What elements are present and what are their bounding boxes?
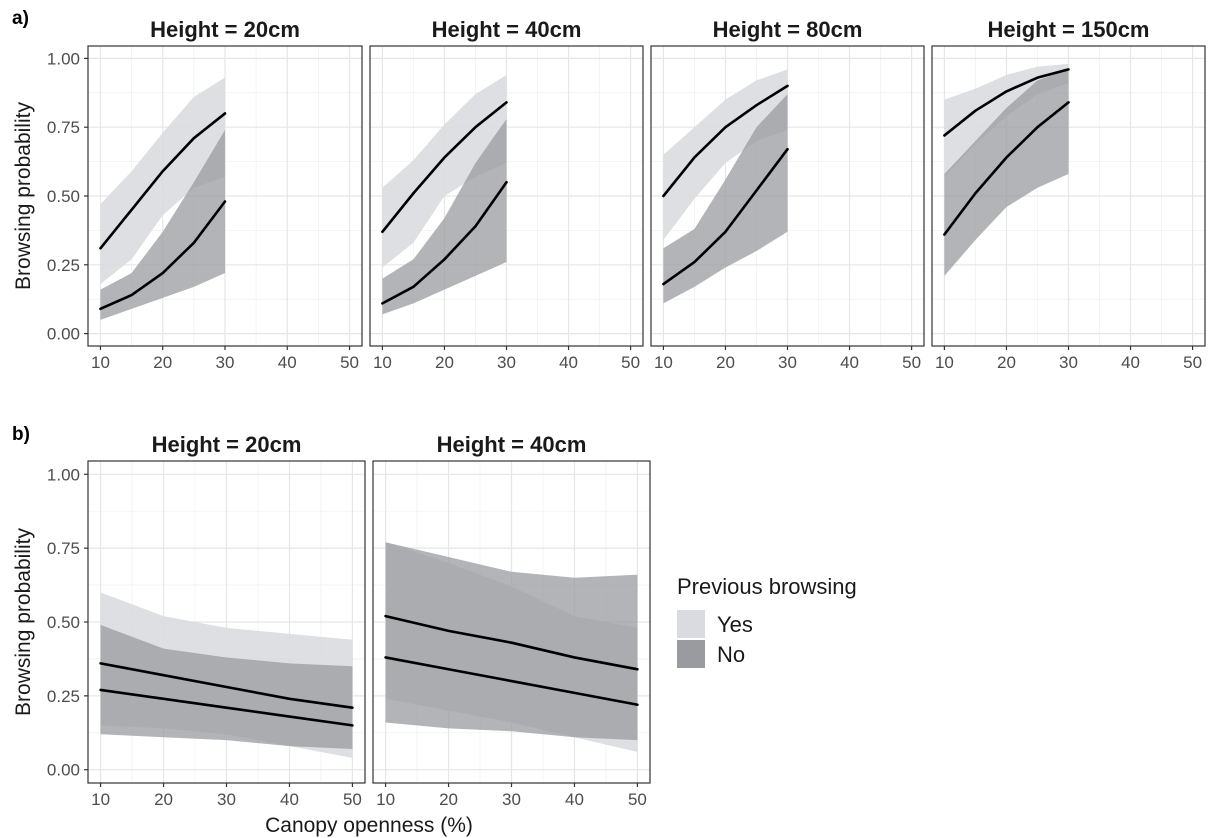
x-tick-label: 40 [280,790,299,809]
strip-title: Height = 40cm [437,432,587,457]
ribbon-yes [382,74,507,268]
panel-a-1: Height = 20cm 10 20 30 40 50 0.00 0.25 0.50 0.75 1… [47,17,363,372]
fit-line-no [662,147,789,286]
x-tick-label: 30 [1059,353,1078,372]
fit-line-no [384,614,639,671]
fit-line-no [943,101,1070,236]
x-axis-title: Canopy openness (%) [265,814,473,837]
x-tick-label: 30 [216,353,235,372]
x-tick-label: 50 [621,353,640,372]
legend: Previous browsing Yes No [677,574,857,668]
x-tick-label: 40 [278,353,297,372]
ribbon-no [382,118,507,315]
y-tick-label: 0.75 [47,118,80,137]
legend-key-no [677,640,705,668]
y-tick-label: 0.25 [47,256,80,275]
strip-title: Height = 40cm [432,17,582,42]
legend-key-yes [677,610,705,638]
facet-panels: Height = 20cm 10 20 30 40 50 0.00 0.25 0.50 0.75 1… [47,17,1206,809]
fit-line-yes [381,101,508,234]
x-tick-label: 40 [565,790,584,809]
ribbon-no [663,94,788,304]
y-tick-label: 0.00 [47,325,80,344]
y-axis-title: Browsing probability [12,528,35,716]
legend-label: No [717,642,745,667]
x-tick-label: 20 [716,353,735,372]
x-tick-label: 50 [340,353,359,372]
ribbon-yes [100,77,225,285]
fit-line-yes [99,112,227,250]
x-tick-label: 40 [559,353,578,372]
fit-line-no [99,200,227,311]
x-tick-label: 30 [778,353,797,372]
x-tick-label: 20 [154,790,173,809]
fit-line-no [99,662,354,709]
x-tick-label: 30 [217,790,236,809]
x-tick-label: 10 [935,353,954,372]
y-tick-label: 1.00 [47,49,80,68]
x-tick-label: 10 [654,353,673,372]
panel-tag: a) [12,8,29,29]
x-tick-label: 30 [497,353,516,372]
x-tick-label: 10 [91,353,110,372]
axis-titles: Browsing probability Browsing probability… [12,102,473,837]
x-tick-label: 50 [628,790,647,809]
panel-tag: b) [12,424,30,445]
ribbon-no [100,129,225,320]
x-tick-label: 50 [343,790,362,809]
panel-b-6: Height = 40cm 10 20 30 40 50 [372,432,651,809]
panel-tags: a) b) [12,8,30,445]
fit-line-yes [384,656,639,707]
x-tick-label: 10 [376,790,395,809]
panel-b-5: Height = 20cm 10 20 30 40 50 0.00 0.25 0.50 0.75 1… [47,432,366,809]
fit-line-yes [662,84,789,198]
y-tick-label: 0.75 [47,539,80,558]
x-tick-label: 10 [373,353,392,372]
y-axis-title: Browsing probability [12,102,35,290]
panel-a-4: Height = 150cm 10 20 30 40 50 [931,17,1206,372]
x-tick-label: 10 [91,790,110,809]
legend-label: Yes [717,612,753,637]
fit-line-no [381,180,508,305]
x-tick-label: 40 [840,353,859,372]
x-tick-label: 30 [502,790,521,809]
legend-title: Previous browsing [677,574,857,599]
x-tick-label: 20 [997,353,1016,372]
fit-line-yes [99,688,354,727]
y-tick-label: 0.00 [47,761,80,780]
x-tick-label: 20 [435,353,454,372]
panel-a-3: Height = 80cm 10 20 30 40 50 [650,17,925,372]
ribbon-no [944,69,1069,276]
x-tick-label: 50 [902,353,921,372]
ribbon-no [385,542,638,741]
x-tick-label: 50 [1183,353,1202,372]
x-tick-label: 20 [439,790,458,809]
x-tick-label: 20 [153,353,172,372]
y-tick-label: 0.50 [47,613,80,632]
grid [370,46,643,346]
ribbon-yes [663,69,788,241]
y-tick-label: 0.25 [47,687,80,706]
y-tick-label: 1.00 [47,465,80,484]
panel-a-2: Height = 40cm 10 20 30 40 50 [369,17,644,372]
strip-title: Height = 20cm [150,17,300,42]
x-tick-label: 40 [1121,353,1140,372]
strip-title: Height = 150cm [987,17,1149,42]
strip-title: Height = 80cm [713,17,863,42]
strip-title: Height = 20cm [152,432,302,457]
y-tick-label: 0.50 [47,187,80,206]
fit-line-yes [943,68,1070,137]
